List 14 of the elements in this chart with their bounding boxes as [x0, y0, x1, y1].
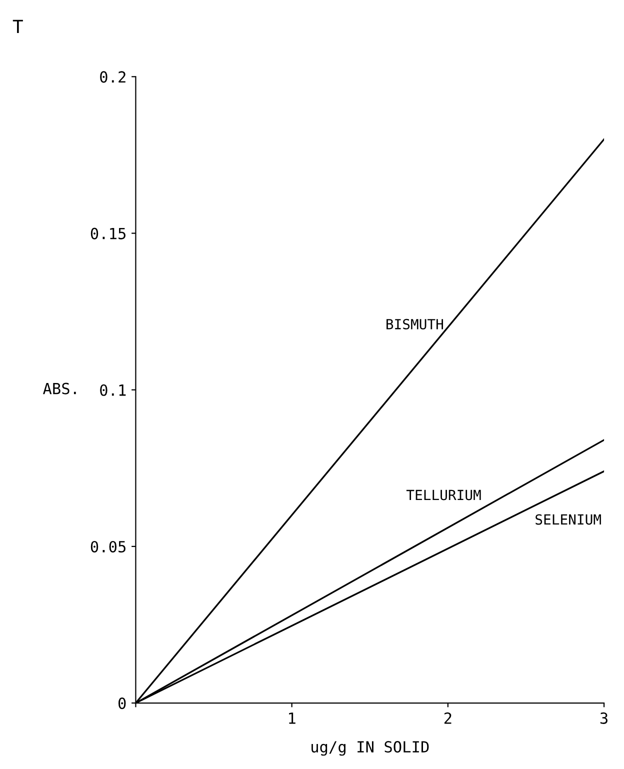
x-axis-title: ug/g IN SOLID: [312, 741, 429, 756]
y-tick-label: 0.2: [100, 71, 126, 83]
x-tick-label: 3: [600, 712, 608, 724]
y-tick-label: 0.15: [90, 228, 126, 240]
series-label: SELENIUM: [536, 514, 601, 525]
x-tick-label: 1: [289, 712, 296, 724]
y-tick-label: 0: [118, 698, 126, 710]
y-tick-label: 0.1: [100, 384, 126, 396]
series-label: TELLURIUM: [406, 490, 481, 500]
y-axis-title: ABS.: [43, 382, 76, 394]
text: T: [12, 20, 23, 34]
series-label: BISMUTH: [386, 318, 444, 330]
x-tick-label: 2: [444, 712, 452, 724]
y-tick-label: 0.05: [90, 540, 126, 552]
